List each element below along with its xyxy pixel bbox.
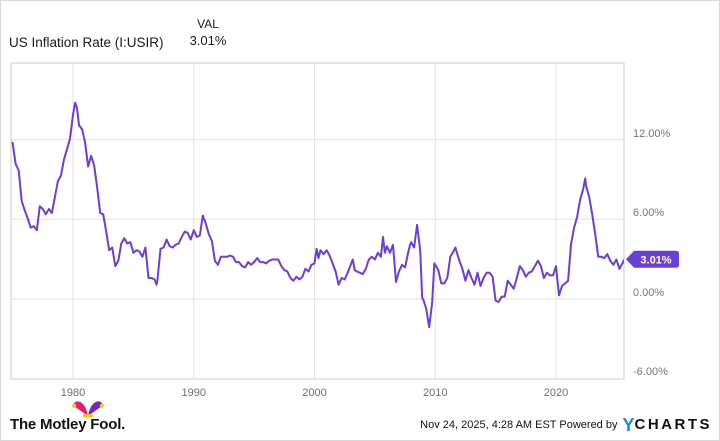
motley-fool-wordmark: The Motley Fool.: [10, 416, 126, 433]
jester-hat-icon: [72, 401, 104, 418]
y-tick-label: -6.00%: [633, 366, 668, 378]
attribution-text: Nov 24, 2025, 4:28 AM EST Powered by: [420, 419, 618, 431]
x-tick-label: 1990: [182, 387, 206, 399]
inflation-line: [11, 101, 624, 329]
x-axis: 1980 1990 2000 2010 2020: [61, 387, 568, 399]
x-tick-label: 2020: [544, 387, 568, 399]
value-badge: 3.01%: [626, 250, 679, 268]
val-column-value: 3.01%: [189, 33, 227, 48]
x-tick-label: 2000: [302, 387, 326, 399]
ycharts-logo-text: CHARTS: [634, 416, 712, 433]
val-column: VAL 3.01%: [168, 17, 248, 48]
val-column-header: VAL: [197, 17, 219, 31]
ycharts-logo-y: Y: [622, 415, 635, 435]
attribution: Nov 24, 2025, 4:28 AM EST Powered by Y C…: [420, 416, 712, 434]
x-tick-label: 1980: [61, 387, 85, 399]
motley-fool-logo: The Motley Fool.: [10, 401, 126, 434]
plot-border: [10, 62, 625, 380]
y-tick-label: 0.00%: [633, 287, 664, 299]
y-axis: 12.00% 6.00% 0.00% -6.00%: [633, 128, 671, 378]
gridlines: [11, 63, 624, 379]
footer: The Motley Fool. Nov 24, 2025, 4:28 AM E…: [1, 400, 719, 440]
y-tick-label: 6.00%: [633, 207, 664, 219]
chart-title: US Inflation Rate (I:USIR): [9, 35, 164, 50]
value-badge-label: 3.01%: [640, 254, 671, 266]
y-tick-label: 12.00%: [633, 128, 671, 140]
value-badge-shape: [626, 250, 679, 268]
x-tick-label: 2010: [423, 387, 447, 399]
